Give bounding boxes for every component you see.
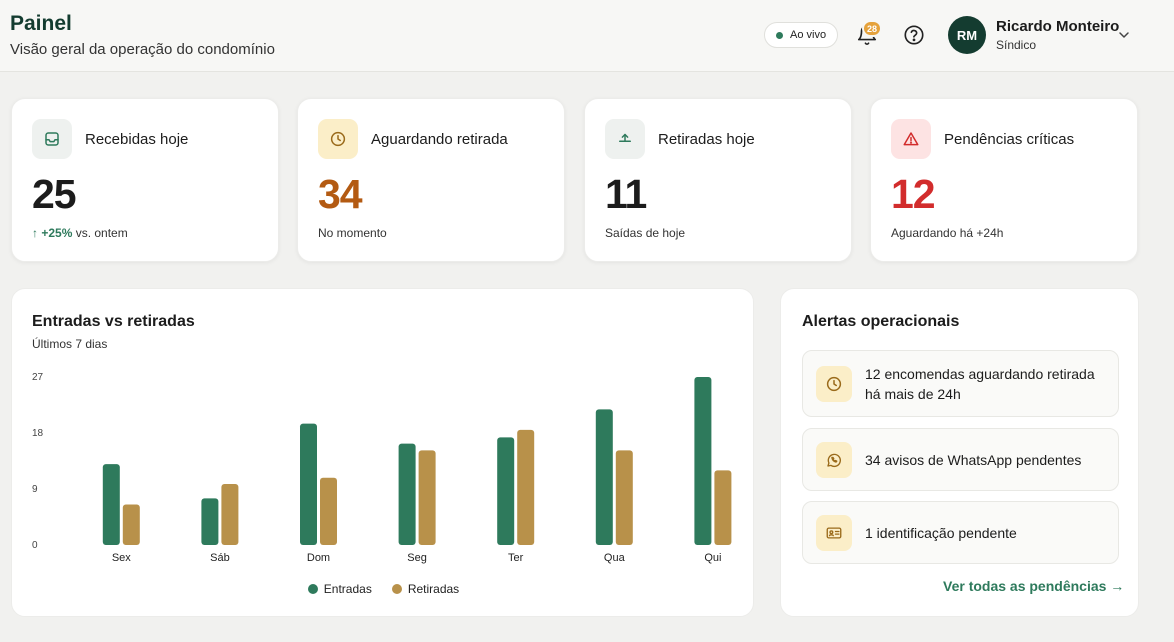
stat-value: 11 <box>605 171 647 217</box>
chart-title: Entradas vs retiradas <box>32 313 195 330</box>
stat-label: Aguardando retirada <box>371 131 508 148</box>
stat-sub-text: Saídas de hoje <box>605 226 686 240</box>
inbox-icon <box>32 119 72 159</box>
legend-label: Entradas <box>323 582 372 596</box>
clock-icon <box>816 366 852 402</box>
alert-text: 12 encomendas aguardando retirada há mai… <box>865 366 1095 402</box>
bar-chart: 0 9 18 27 Sex Sáb Dom Seg Ter Qua Qui <box>32 372 732 564</box>
x-tick-label: Qui <box>704 552 721 564</box>
stat-card-picked-up[interactable]: Retiradas hoje 11 Saídas de hoje <box>584 98 852 262</box>
chart-legend: Entradas Retiradas <box>12 582 755 596</box>
x-tick-label: Qua <box>604 552 626 564</box>
clock-icon <box>318 119 358 159</box>
live-dot-icon <box>776 31 783 39</box>
alert-text: 1 identificação pendente <box>865 525 1017 541</box>
bar-entradas <box>102 464 120 545</box>
whatsapp-icon <box>816 442 852 478</box>
alerts-card: Alertas operacionais 12 encomendas aguar… <box>780 288 1139 617</box>
stat-label: Retiradas hoje <box>658 131 755 148</box>
page-title: Painel <box>10 12 72 35</box>
bar-entradas <box>300 423 317 545</box>
bar-retiradas <box>615 450 633 545</box>
stat-sub-text: No momento <box>318 226 387 240</box>
avatar[interactable]: RM <box>948 16 986 54</box>
bar-entradas <box>595 409 613 545</box>
stat-card-critical[interactable]: Pendências críticas 12 Aguardando há +24… <box>870 98 1138 262</box>
stat-value: 34 <box>318 171 363 217</box>
legend-item-entradas: Entradas <box>307 582 372 596</box>
bar-retiradas <box>221 484 239 545</box>
stat-card-received[interactable]: Recebidas hoje 25 ↑ +25% vs. ontem <box>11 98 279 262</box>
stat-card-awaiting[interactable]: Aguardando retirada 34 No momento <box>297 98 565 262</box>
stat-label: Pendências críticas <box>944 131 1075 148</box>
bar-entradas <box>398 443 416 545</box>
bar-retiradas <box>418 450 436 545</box>
alert-text: 34 avisos de WhatsApp pendentes <box>865 452 1082 468</box>
stat-label: Recebidas hoje <box>85 131 189 148</box>
chart-card: 0 9 18 27 Sex Sáb Dom Seg Ter Qua Qui Entradas vs … <box>11 288 754 617</box>
stat-sub-text: Aguardando há +24h <box>891 226 1004 240</box>
bar-entradas <box>201 498 219 545</box>
alert-item[interactable]: 12 encomendas aguardando retirada há mai… <box>802 350 1119 417</box>
bar-retiradas <box>714 470 732 545</box>
y-tick-label: 9 <box>32 484 38 495</box>
trend-up-indicator: ↑ +25% <box>32 226 73 240</box>
page-subtitle: Visão geral da operação do condomínio <box>10 41 275 58</box>
y-tick-label: 27 <box>32 372 44 383</box>
legend-item-retiradas: Retiradas <box>391 582 460 596</box>
help-icon[interactable] <box>903 24 925 46</box>
x-tick-label: Sáb <box>210 552 230 564</box>
y-tick-label: 0 <box>32 540 38 551</box>
bar-retiradas <box>320 477 337 545</box>
stat-value: 25 <box>32 171 77 217</box>
id-card-icon <box>816 515 852 551</box>
top-header: Painel Visão geral da operação do condom… <box>0 0 1174 72</box>
live-label: Ao vivo <box>790 29 827 41</box>
view-all-pending-link[interactable]: Ver todas as pendências → <box>943 578 1125 594</box>
bar-retiradas <box>517 429 535 545</box>
stat-sub: ↑ +25% vs. ontem <box>32 226 128 240</box>
x-tick-label: Ter <box>508 552 524 564</box>
bar-retiradas <box>122 504 140 545</box>
notification-badge: 28 <box>862 20 883 37</box>
bar-entradas <box>694 377 712 545</box>
x-tick-label: Seg <box>407 552 427 564</box>
y-tick-label: 18 <box>32 428 44 439</box>
user-name[interactable]: Ricardo Monteiro <box>996 18 1120 35</box>
stat-value: 12 <box>891 171 936 217</box>
alert-triangle-icon <box>891 119 931 159</box>
alert-item[interactable]: 34 avisos de WhatsApp pendentes <box>802 428 1119 491</box>
x-tick-label: Sex <box>112 552 131 564</box>
alert-item[interactable]: 1 identificação pendente <box>802 501 1119 564</box>
legend-label: Retiradas <box>407 582 460 596</box>
live-status-pill[interactable]: Ao vivo <box>764 22 839 48</box>
chart-subtitle: Últimos 7 dias <box>32 337 108 351</box>
alerts-title: Alertas operacionais <box>802 313 960 330</box>
legend-dot-icon <box>391 584 402 594</box>
legend-dot-icon <box>307 584 318 594</box>
user-role: Síndico <box>996 38 1037 52</box>
x-tick-label: Dom <box>307 552 330 564</box>
stat-sub-text: vs. ontem <box>75 226 128 240</box>
chevron-down-icon[interactable] <box>1116 28 1132 42</box>
bar-entradas <box>497 437 515 545</box>
pickup-icon <box>605 119 645 159</box>
